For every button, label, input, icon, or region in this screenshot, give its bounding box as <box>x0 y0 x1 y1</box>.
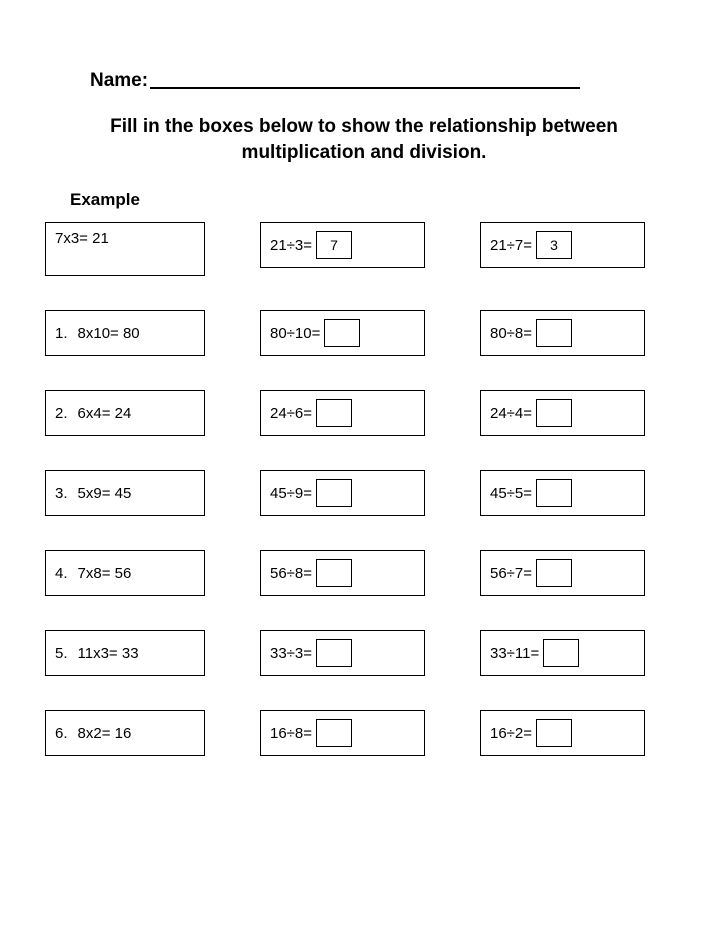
div2-cell: 45÷5= <box>480 470 645 516</box>
mult-cell: 6. 8x2= 16 <box>45 710 205 756</box>
div1-answer-box[interactable]: 7 <box>316 231 352 259</box>
worksheet-page: Name: Fill in the boxes below to show th… <box>0 0 728 796</box>
div1-expression: 21÷3= <box>270 237 312 254</box>
div1-expression: 24÷6= <box>270 405 312 422</box>
mult-cell: 7x3= 21 <box>45 222 205 276</box>
problem-number: 2. <box>55 405 68 422</box>
div1-cell: 33÷3= <box>260 630 425 676</box>
mult-expression: 8x2= 16 <box>78 725 132 742</box>
div2-answer-box[interactable] <box>536 399 572 427</box>
mult-expression: 6x4= 24 <box>78 405 132 422</box>
problem-number: 1. <box>55 325 68 342</box>
div1-answer-box[interactable] <box>316 399 352 427</box>
mult-cell: 4. 7x8= 56 <box>45 550 205 596</box>
div1-answer-box[interactable] <box>316 639 352 667</box>
div1-answer-box[interactable] <box>316 719 352 747</box>
div1-expression: 45÷9= <box>270 485 312 502</box>
div1-expression: 56÷8= <box>270 565 312 582</box>
div1-cell: 80÷10= <box>260 310 425 356</box>
mult-cell: 5. 11x3= 33 <box>45 630 205 676</box>
problem-number: 3. <box>55 485 68 502</box>
div2-answer-box[interactable] <box>543 639 579 667</box>
div2-answer-box[interactable] <box>536 479 572 507</box>
name-label: Name: <box>90 70 148 92</box>
div2-expression: 24÷4= <box>490 405 532 422</box>
example-heading: Example <box>70 190 688 210</box>
div2-cell: 24÷4= <box>480 390 645 436</box>
name-row: Name: <box>90 70 688 92</box>
div2-answer-box[interactable] <box>536 319 572 347</box>
instructions-text: Fill in the boxes below to show the rela… <box>90 114 638 165</box>
problem-number: 4. <box>55 565 68 582</box>
div2-cell: 80÷8= <box>480 310 645 356</box>
instructions-line-2: multiplication and division. <box>242 142 487 163</box>
div2-cell: 56÷7= <box>480 550 645 596</box>
div1-answer-box[interactable] <box>324 319 360 347</box>
mult-cell: 3. 5x9= 45 <box>45 470 205 516</box>
div1-expression: 80÷10= <box>270 325 320 342</box>
div2-expression: 45÷5= <box>490 485 532 502</box>
problem-number: 5. <box>55 645 68 662</box>
div1-cell: 56÷8= <box>260 550 425 596</box>
mult-expression: 11x3= 33 <box>78 645 139 662</box>
div2-answer-box[interactable]: 3 <box>536 231 572 259</box>
mult-expression: 7x3= 21 <box>55 230 109 247</box>
div1-answer-box[interactable] <box>316 559 352 587</box>
div2-expression: 33÷11= <box>490 645 539 662</box>
div2-answer-box[interactable] <box>536 559 572 587</box>
div2-cell: 16÷2= <box>480 710 645 756</box>
div1-expression: 16÷8= <box>270 725 312 742</box>
div2-expression: 16÷2= <box>490 725 532 742</box>
mult-cell: 1. 8x10= 80 <box>45 310 205 356</box>
div1-expression: 33÷3= <box>270 645 312 662</box>
problem-grid: 7x3= 21 21÷3=7 21÷7=3 1. 8x10= 80 80÷10= 80÷8=… <box>45 222 688 756</box>
instructions-line-1: Fill in the boxes below to show the rela… <box>110 116 618 137</box>
div2-cell: 33÷11= <box>480 630 645 676</box>
div2-expression: 21÷7= <box>490 237 532 254</box>
mult-cell: 2. 6x4= 24 <box>45 390 205 436</box>
div1-answer-box[interactable] <box>316 479 352 507</box>
div2-cell: 21÷7=3 <box>480 222 645 268</box>
div2-answer-box[interactable] <box>536 719 572 747</box>
div2-expression: 80÷8= <box>490 325 532 342</box>
name-input-line[interactable] <box>150 87 580 89</box>
div1-cell: 45÷9= <box>260 470 425 516</box>
mult-expression: 8x10= 80 <box>78 325 140 342</box>
problem-number: 6. <box>55 725 68 742</box>
div1-cell: 16÷8= <box>260 710 425 756</box>
mult-expression: 5x9= 45 <box>78 485 132 502</box>
div1-cell: 24÷6= <box>260 390 425 436</box>
div1-cell: 21÷3=7 <box>260 222 425 268</box>
mult-expression: 7x8= 56 <box>78 565 132 582</box>
div2-expression: 56÷7= <box>490 565 532 582</box>
